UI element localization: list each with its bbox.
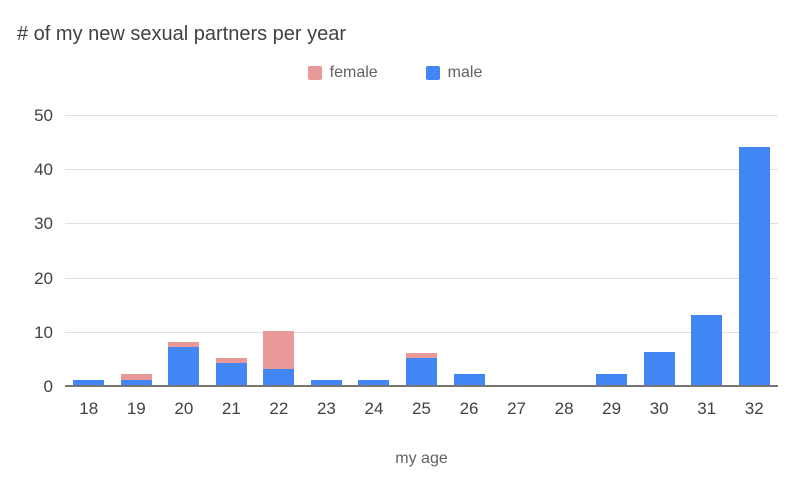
x-tick-label: 18 [79,399,99,418]
x-tick-label: 20 [174,399,194,418]
y-tick-label: 50 [34,106,53,125]
legend-swatch-female-icon [307,66,322,80]
bar-male-age-20[interactable] [168,347,200,385]
bar-male-age-26[interactable] [453,374,485,385]
legend: female male [0,63,790,83]
legend-swatch-male-icon [425,66,440,80]
gridline [65,115,778,116]
y-tick-label: 20 [34,268,53,288]
x-tick-label: 25 [412,399,431,418]
x-tick-label: 21 [221,399,241,418]
gridline [65,277,778,279]
x-axis-title: my age [395,450,448,467]
legend-item-male: male [425,64,483,82]
bar-male-age-30[interactable] [643,352,675,385]
bar-female-age-25[interactable] [406,352,437,358]
y-tick-label: 0 [43,377,53,396]
bar-male-age-23[interactable] [310,379,342,385]
gridline [65,331,778,333]
bar-female-age-22[interactable] [263,330,295,369]
x-tick-label: 31 [697,399,717,418]
x-tick-label: 24 [364,399,384,418]
bar-male-age-25[interactable] [406,357,437,385]
bar-female-age-21[interactable] [215,357,247,364]
gridline [65,169,778,171]
x-tick-label: 30 [649,399,669,418]
x-tick-label: 19 [126,399,146,418]
x-tick-label: 22 [269,399,289,418]
bar-female-age-19[interactable] [120,374,152,380]
gridline [65,223,778,225]
bar-male-age-21[interactable] [215,363,247,385]
y-tick-label: 10 [34,322,53,342]
y-tick-label: 40 [34,160,53,180]
x-tick-label: 26 [459,399,479,418]
legend-item-female: female [307,64,378,82]
plot-area: 0 10 20 30 40 50 18 19 20 21 22 23 24 25 26 27 28 29 30 31 3… [34,106,778,418]
bar-male-age-18[interactable] [73,379,105,385]
x-tick-label: 27 [507,399,527,418]
bar-male-age-31[interactable] [691,314,723,385]
bar-male-age-29[interactable] [596,374,628,385]
x-tick-label: 29 [602,399,622,418]
legend-label: female [329,64,378,81]
x-tick-label: 32 [744,399,764,418]
chart-title: # of my new sexual partners per year [17,23,347,45]
legend-label: male [447,64,483,81]
bar-female-age-20[interactable] [168,341,200,348]
bar-male-age-19[interactable] [120,379,152,385]
y-tick-label: 30 [34,214,53,234]
bar-male-age-22[interactable] [263,368,295,385]
bar-male-age-32[interactable] [738,146,770,385]
x-axis-line [65,385,778,387]
bar-male-age-24[interactable] [358,379,390,385]
x-tick-label: 23 [316,399,336,418]
x-tick-label: 28 [554,399,574,418]
